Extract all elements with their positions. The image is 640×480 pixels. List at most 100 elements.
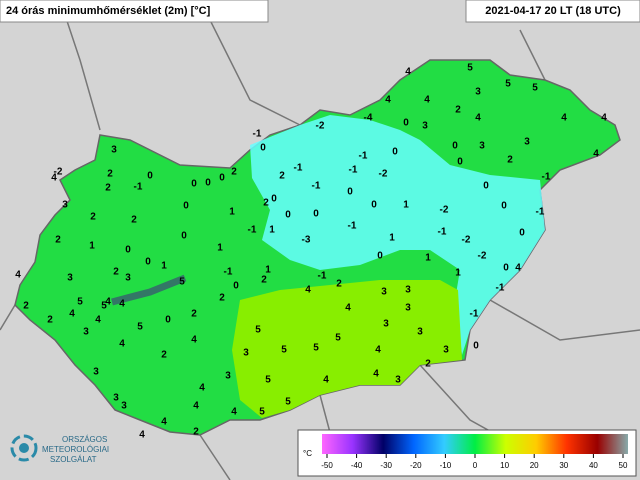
station-value: 2 (231, 167, 237, 178)
station-value: 3 (422, 121, 428, 132)
station-value: 0 (371, 200, 377, 211)
station-value: 0 (147, 171, 153, 182)
station-value: -1 (359, 151, 368, 162)
station-value: 5 (259, 407, 265, 418)
colorbar-tick-label: 10 (500, 461, 509, 470)
station-value: 3 (443, 345, 449, 356)
timestamp-box (465, 0, 640, 23)
station-value: 0 (473, 341, 479, 352)
colorbar-tick-label: 20 (530, 461, 539, 470)
station-value: 4 (51, 173, 57, 184)
station-value: 5 (313, 343, 319, 354)
station-value: -1 (542, 172, 551, 183)
colorbar-tick-label: -30 (380, 461, 392, 470)
station-value: 0 (457, 157, 463, 168)
colorbar-tick-label: -20 (410, 461, 422, 470)
station-value: 2 (55, 235, 61, 246)
station-value: 4 (191, 335, 197, 346)
station-value: -2 (440, 205, 449, 216)
station-value: 2 (336, 279, 342, 290)
station-value: 2 (507, 155, 513, 166)
station-value: 0 (271, 194, 277, 205)
logo-line: ORSZÁGOS (62, 435, 107, 444)
colorbar-unit: °C (303, 449, 312, 458)
station-value: -1 (536, 207, 545, 218)
title-box (0, 0, 269, 23)
station-value: 4 (345, 303, 351, 314)
station-value: 5 (137, 322, 143, 333)
station-value: -1 (312, 181, 321, 192)
station-value: 2 (47, 315, 53, 326)
station-value: -1 (248, 225, 257, 236)
station-value: 4 (119, 339, 125, 350)
station-value: 0 (233, 281, 239, 292)
station-value: 0 (392, 147, 398, 158)
station-value: 3 (383, 319, 389, 330)
station-value: 0 (181, 231, 187, 242)
station-value: 3 (405, 303, 411, 314)
station-value: 0 (165, 315, 171, 326)
colorbar-tick-label: 30 (559, 461, 568, 470)
station-value: 4 (385, 95, 391, 106)
station-value: 0 (377, 251, 383, 262)
logo: ORSZÁGOS METEOROLÓGIAI SZOLGÁLAT (10, 434, 109, 464)
station-value: 1 (425, 253, 431, 264)
station-value: 3 (479, 141, 485, 152)
station-value: 3 (243, 348, 249, 359)
station-value: -1 (349, 165, 358, 176)
station-value: 0 (125, 245, 131, 256)
station-value: 4 (373, 369, 379, 380)
station-value: 1 (269, 225, 275, 236)
station-value: 0 (519, 228, 525, 239)
station-value: 3 (395, 375, 401, 386)
station-value: 0 (183, 201, 189, 212)
station-value: 4 (405, 67, 411, 78)
station-value: 2 (219, 293, 225, 304)
station-value: 5 (101, 301, 107, 312)
colorbar-tick-label: 0 (473, 461, 478, 470)
colorbar-tick-label: -40 (351, 461, 363, 470)
station-value: 5 (467, 63, 473, 74)
station-value: 3 (121, 401, 127, 412)
station-value: -2 (379, 169, 388, 180)
station-value: -3 (302, 235, 311, 246)
station-value: 0 (452, 141, 458, 152)
station-value: 3 (83, 327, 89, 338)
station-value: 4 (119, 299, 125, 310)
station-value: 3 (381, 287, 387, 298)
station-value: 3 (417, 327, 423, 338)
station-value: 3 (475, 87, 481, 98)
station-value: 5 (335, 333, 341, 344)
station-value: 4 (199, 383, 205, 394)
station-value: 4 (105, 297, 111, 308)
station-value: 3 (225, 371, 231, 382)
title: 24 órás minimumhőmérséklet (2m) [°C] (6, 5, 211, 17)
station-value: 4 (15, 270, 21, 281)
station-value: 4 (69, 309, 75, 320)
colorbar-tick-label: 50 (619, 461, 628, 470)
station-value: 2 (191, 309, 197, 320)
station-value: -1 (318, 271, 327, 282)
colorbar-tick-label: 40 (589, 461, 598, 470)
colorbar-ticks: -50 -40 -30 -20 -10 0 10 20 30 40 50 (321, 454, 628, 470)
station-value: 0 (260, 143, 266, 154)
station-value: 4 (375, 345, 381, 356)
station-value: 0 (205, 178, 211, 189)
station-value: 2 (131, 215, 137, 226)
station-value: 3 (113, 393, 119, 404)
station-value: 2 (261, 275, 267, 286)
station-value: 0 (403, 118, 409, 129)
station-value: 0 (191, 179, 197, 190)
station-value: 3 (111, 145, 117, 156)
station-value: 2 (279, 171, 285, 182)
station-value: -2 (462, 235, 471, 246)
station-value: 4 (193, 401, 199, 412)
station-value: 5 (281, 345, 287, 356)
station-value: 5 (77, 297, 83, 308)
station-value: 0 (219, 173, 225, 184)
station-value: 1 (389, 233, 395, 244)
station-value: 2 (161, 350, 167, 361)
station-value: 2 (105, 183, 111, 194)
station-value: 5 (285, 397, 291, 408)
station-value: 3 (62, 200, 68, 211)
